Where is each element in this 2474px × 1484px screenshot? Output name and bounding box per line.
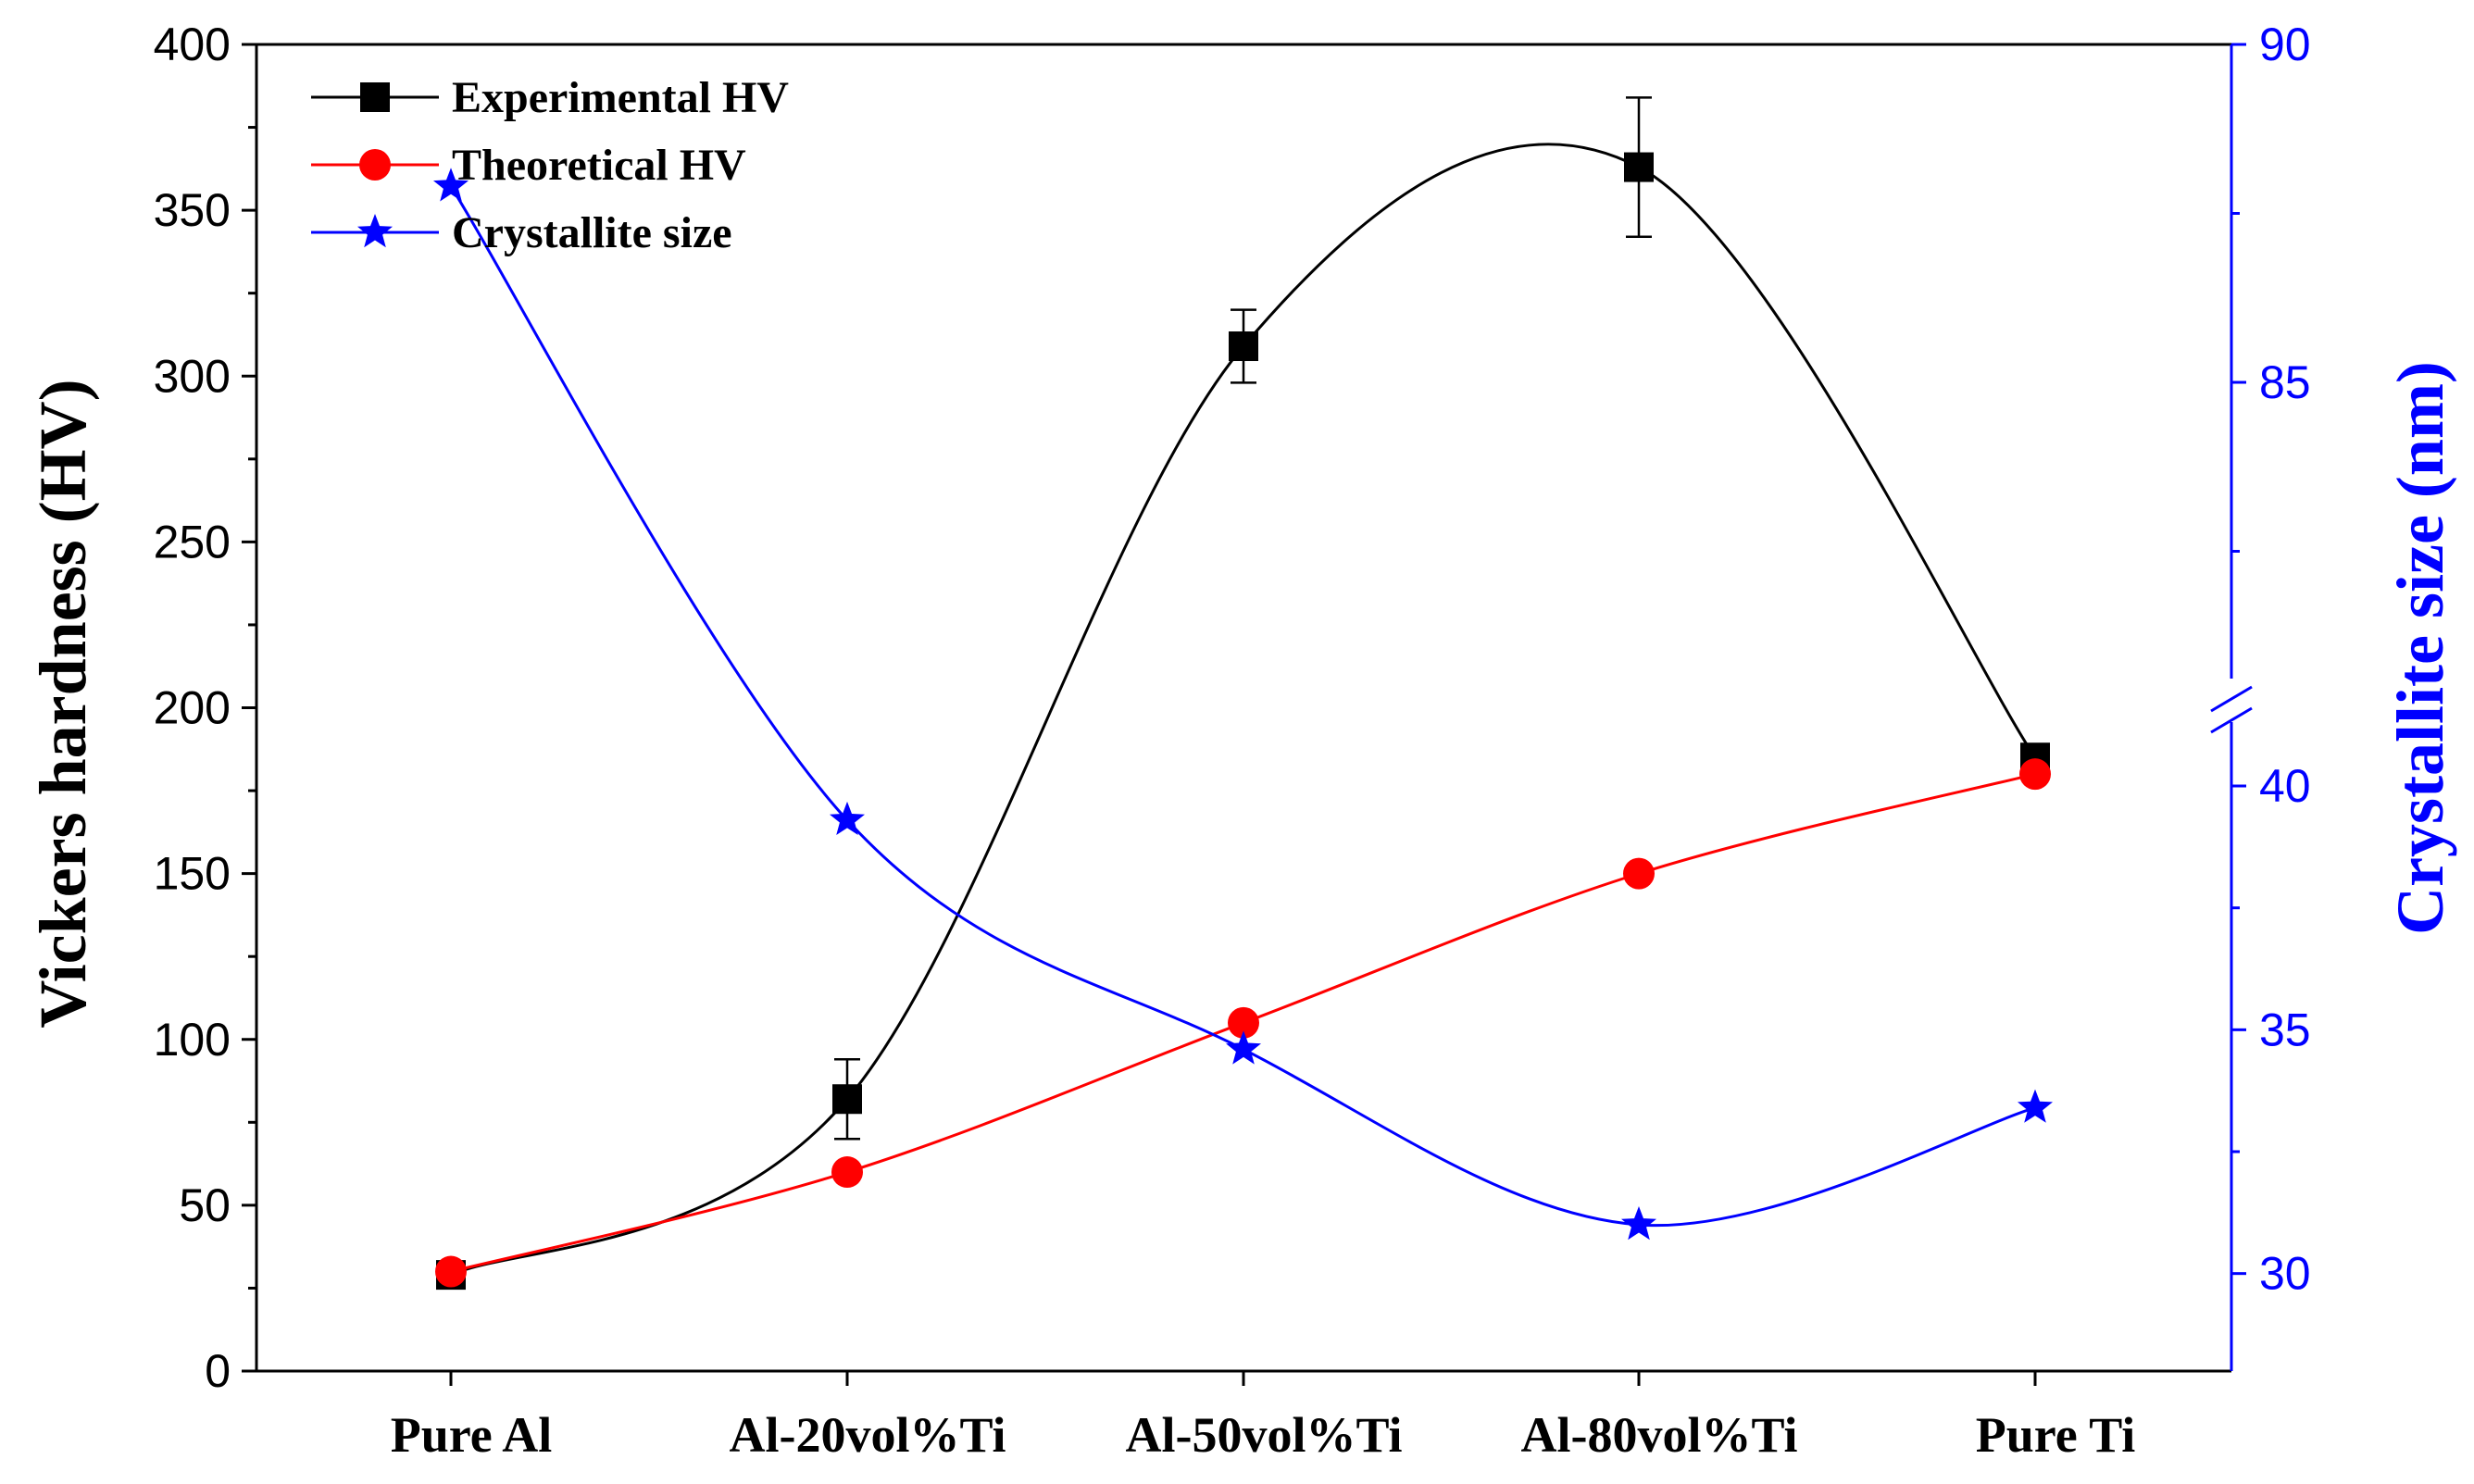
x-tick-label: Al-20vol%Ti	[729, 1407, 1006, 1463]
legend-label-crystallite-size: Crystallite size	[452, 208, 732, 257]
experimental-hv-point	[832, 1084, 862, 1115]
y-right-tick-label: 35	[2259, 1004, 2311, 1055]
y-right-tick-label: 40	[2259, 760, 2311, 812]
experimental-hv-point	[1229, 331, 1258, 362]
theoretical-hv-point	[1228, 1006, 1259, 1039]
y-left-tick-label: 300	[154, 350, 231, 402]
legend-label-experimental-hv: Experimental HV	[452, 73, 789, 122]
crystallite-size-point	[2018, 1089, 2053, 1123]
crystallite-size-point	[1226, 1030, 1261, 1065]
theoretical-hv-point	[435, 1255, 467, 1288]
error-bars	[834, 96, 1652, 1141]
y-left-tick-label: 0	[205, 1345, 231, 1397]
crystallite-size-point	[1621, 1206, 1656, 1241]
x-tick-label: Pure Ti	[1976, 1407, 2136, 1463]
axis-break-mark	[2210, 685, 2253, 713]
legend-marker-experimental-hv	[360, 82, 390, 112]
y-right-axis-title: Crystallite size (nm)	[2383, 361, 2457, 935]
x-tick-label: Al-80vol%Ti	[1520, 1407, 1797, 1463]
y-right-tick-label: 90	[2259, 19, 2311, 70]
experimental-hv-point	[1624, 152, 1654, 182]
axis-labels: 0 50 100 150 200 250 300 350 400 30 35 40 85 90 Pure A…	[26, 19, 2457, 1463]
x-tick-label: Al-50vol%Ti	[1125, 1407, 1402, 1463]
x-tick-label: Pure Al	[391, 1407, 553, 1463]
legend: Experimental HV Theoretical HV Crystallite…	[311, 73, 789, 257]
legend-label-theoretical-hv: Theoretical HV	[452, 141, 746, 190]
y-left-tick-label: 200	[154, 682, 231, 734]
crystallite-size-line	[449, 185, 2036, 1228]
theoretical-hv-point	[831, 1156, 863, 1189]
crystallite-size-point	[830, 801, 865, 835]
y-right-tick-label: 30	[2259, 1248, 2311, 1300]
y-left-tick-label: 250	[154, 516, 231, 567]
theoretical-hv-point	[1623, 857, 1655, 890]
axis-ticks	[242, 43, 2246, 1386]
y-left-axis-title: Vickers hardness (HV)	[26, 379, 100, 1028]
y-left-tick-label: 150	[154, 848, 231, 900]
data-markers	[433, 152, 2053, 1291]
legend-marker-theoretical-hv	[359, 149, 391, 181]
crystallite-size-point	[433, 168, 469, 202]
legend-marker-crystallite-size	[357, 214, 393, 248]
y-left-tick-label: 100	[154, 1014, 231, 1066]
y-right-tick-label: 85	[2259, 356, 2311, 408]
y-left-tick-label: 350	[154, 184, 231, 236]
y-left-tick-label: 50	[179, 1179, 231, 1231]
theoretical-hv-point	[2019, 758, 2051, 791]
y-left-tick-label: 400	[154, 19, 231, 70]
axis-break-mark	[2210, 706, 2253, 734]
